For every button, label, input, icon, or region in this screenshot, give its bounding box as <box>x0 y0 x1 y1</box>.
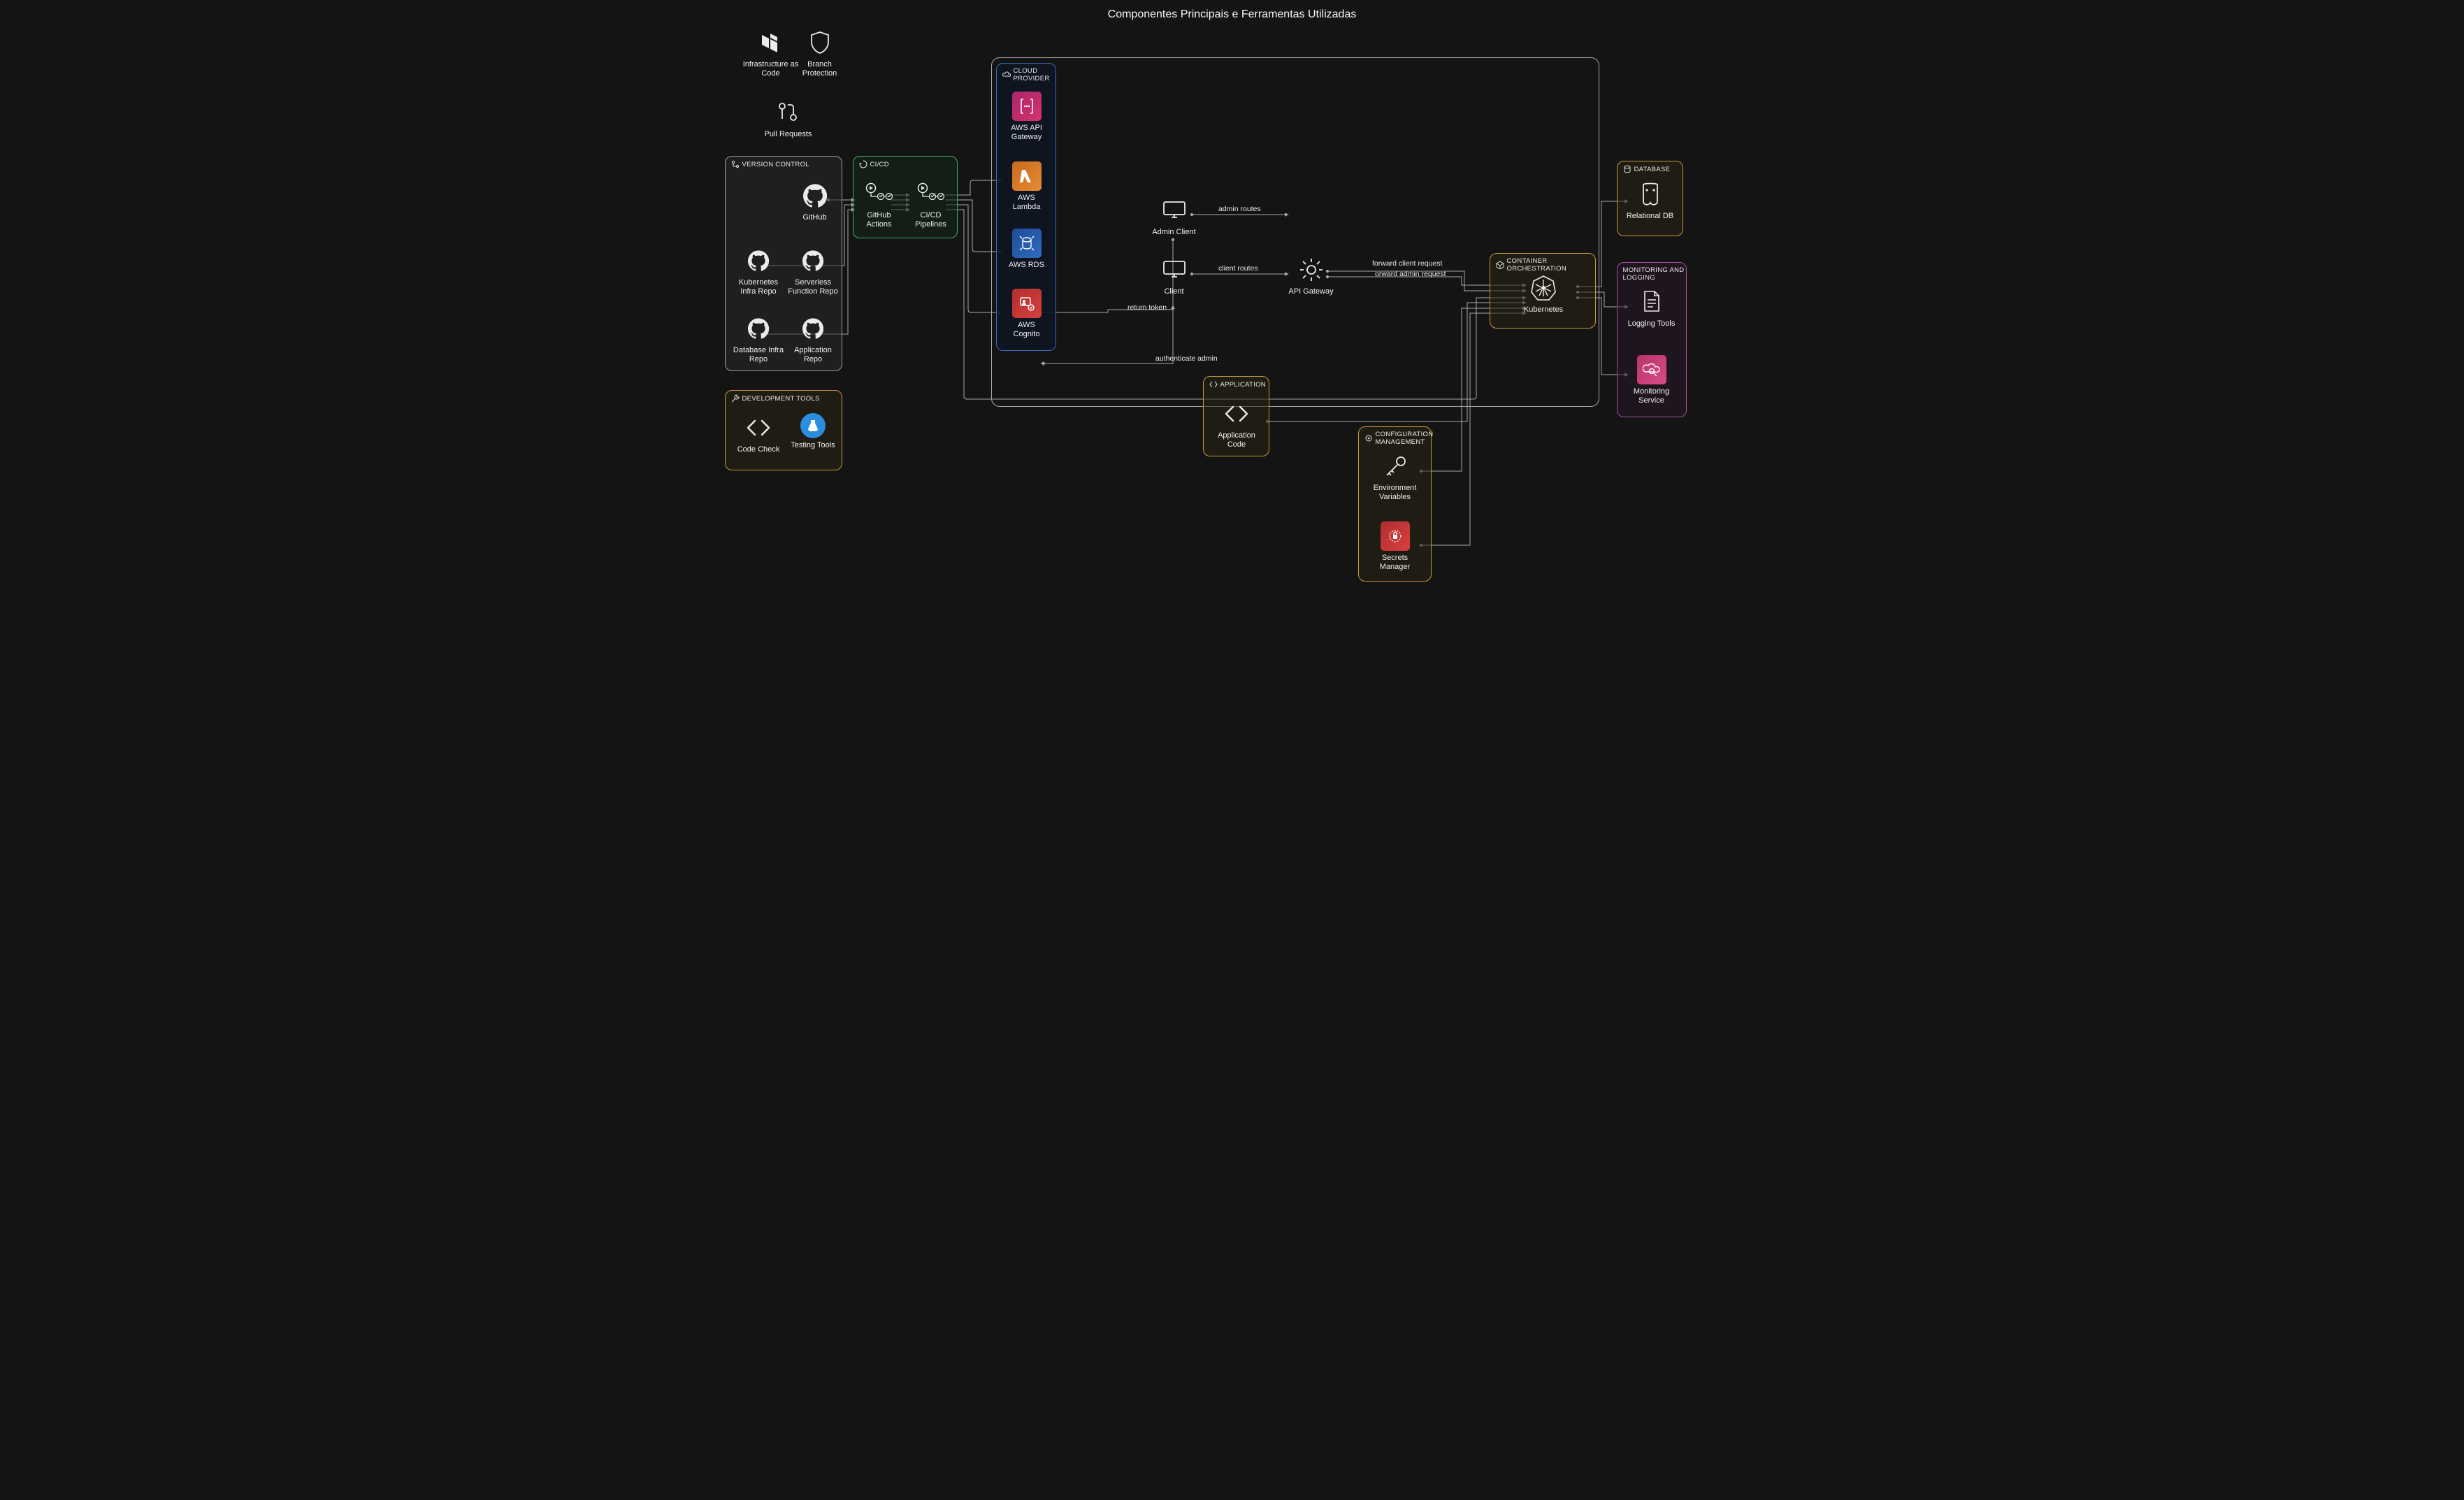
code-icon <box>1209 380 1218 389</box>
group-database: DATABASE Relational DB <box>1617 161 1683 236</box>
aws-apigw-icon <box>1012 92 1042 121</box>
monitoring-icon <box>1637 355 1666 384</box>
key-icon <box>1381 452 1410 481</box>
code-icon <box>744 413 773 442</box>
git-icon <box>731 160 740 168</box>
diagram-title: Componentes Principais e Ferramentas Uti… <box>715 0 1750 21</box>
iac-tool-node: Infrastructure as Code <box>743 28 799 78</box>
group-version-control: VERSION CONTROL GitHub Kubernetes Infra … <box>725 156 842 371</box>
testing-icon <box>800 413 826 438</box>
group-cloud: CLOUD PROVIDER AWS API Gateway AWS Lambd… <box>996 63 1056 351</box>
group-application: APPLICATION Application Code <box>1203 376 1269 456</box>
client-node: Client <box>1150 255 1199 296</box>
aws-rds-icon <box>1012 229 1042 258</box>
admin-client-node: Admin Client <box>1150 196 1199 237</box>
wrench-icon <box>731 394 740 403</box>
monitor-icon <box>1160 255 1189 284</box>
group-container: CONTAINER ORCHESTRATION Kubernetes <box>1490 253 1596 329</box>
github-icon <box>798 314 828 343</box>
diagram-canvas: Componentes Principais e Ferramentas Uti… <box>715 0 1750 601</box>
group-config: CONFIGURATION MANAGEMENT Environment Var… <box>1358 426 1432 582</box>
shield-icon <box>805 28 835 57</box>
pull-requests-node: Pull Requests <box>764 98 813 139</box>
cloud-icon <box>1002 71 1011 79</box>
code-icon <box>1222 399 1251 428</box>
group-cicd: CI/CD GitHub Actions CI/CD Pipelines <box>853 156 958 238</box>
pr-icon <box>774 98 803 127</box>
group-dev-tools: DEVELOPMENT TOOLS Code Check Testing Too… <box>725 390 842 470</box>
iac-icon <box>756 28 786 57</box>
gha-icon <box>865 179 894 208</box>
db-icon <box>1623 165 1631 173</box>
gear-icon <box>1297 255 1326 284</box>
github-icon <box>744 314 773 343</box>
monitor-icon <box>1160 196 1189 225</box>
github-icon <box>798 246 828 275</box>
kubernetes-icon <box>1529 273 1558 303</box>
config-icon <box>1364 434 1373 442</box>
github-icon <box>744 246 773 275</box>
database-icon <box>1636 180 1665 209</box>
logs-icon <box>1637 287 1666 317</box>
group-monitoring: MONITORING AND LOGGING Logging Tools Mon… <box>1617 262 1687 417</box>
github-icon <box>800 181 830 210</box>
cicd-icon <box>859 160 867 168</box>
aws-cognito-icon <box>1012 289 1042 318</box>
api-gateway-node: API Gateway <box>1287 255 1336 296</box>
main-boundary <box>991 57 1599 407</box>
pipelines-icon <box>916 179 946 208</box>
secrets-icon <box>1381 521 1410 551</box>
cube-icon <box>1496 261 1504 269</box>
aws-lambda-icon <box>1012 161 1042 191</box>
branch-protection-node: Branch Protection <box>795 28 844 78</box>
